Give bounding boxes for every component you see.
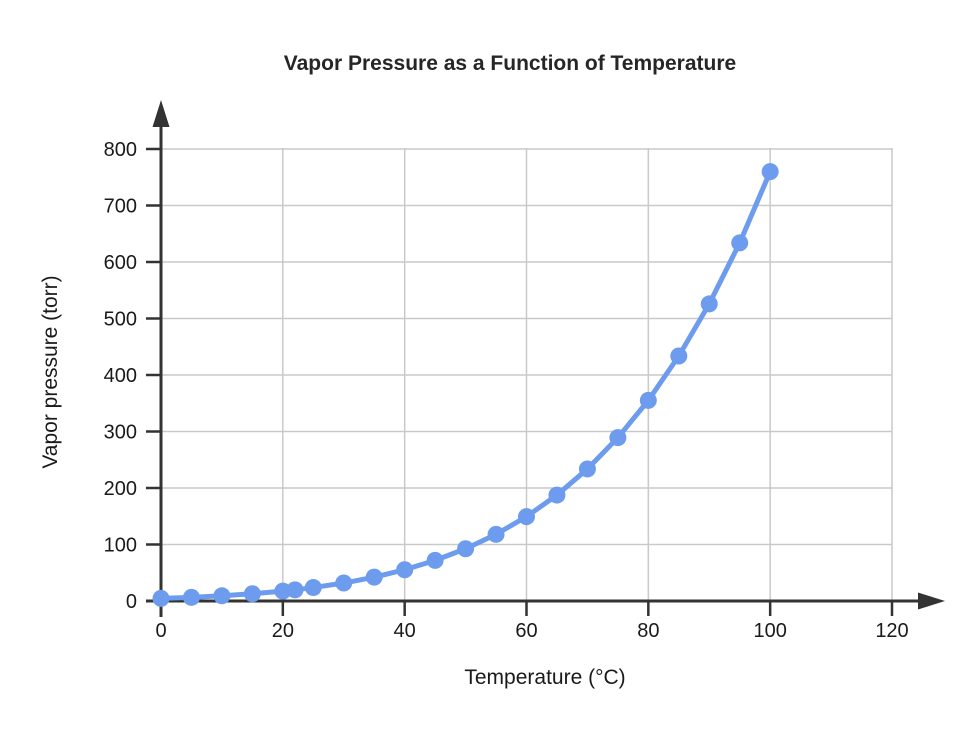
x-tick-label: 80 xyxy=(637,620,659,642)
x-tick-label: 120 xyxy=(875,620,908,642)
y-tick-label: 600 xyxy=(104,252,137,274)
data-point xyxy=(365,568,383,586)
data-point xyxy=(761,163,779,181)
data-point xyxy=(578,460,596,478)
data-point xyxy=(426,551,444,569)
data-series xyxy=(152,163,779,607)
y-tick-label: 500 xyxy=(104,309,137,331)
data-point xyxy=(548,486,566,504)
tick-labels: 0 20 40 60 80 100 120 0 100 200 300 400 500 600 700 800 xyxy=(104,139,909,642)
x-tick-label: 60 xyxy=(515,620,537,642)
data-point xyxy=(335,574,353,592)
data-point xyxy=(213,587,231,605)
data-point xyxy=(304,579,322,597)
chart-title: Vapor Pressure as a Function of Temperat… xyxy=(284,52,736,75)
data-point xyxy=(670,347,688,365)
data-point xyxy=(457,540,475,558)
tick-marks xyxy=(146,147,894,616)
y-axis-title: Vapor pressure (torr) xyxy=(39,275,62,468)
data-point xyxy=(639,391,657,409)
x-tick-label: 100 xyxy=(753,620,786,642)
gridlines xyxy=(161,148,893,601)
y-tick-label: 700 xyxy=(104,196,137,218)
y-tick-label: 100 xyxy=(104,535,137,557)
y-axis-arrowhead-icon xyxy=(152,100,170,127)
y-tick-label: 300 xyxy=(104,422,137,444)
x-tick-label: 20 xyxy=(272,620,294,642)
axes xyxy=(146,100,945,617)
data-point xyxy=(487,525,505,543)
x-tick-label: 0 xyxy=(155,620,166,642)
data-point xyxy=(396,561,414,579)
data-point xyxy=(243,585,261,603)
y-tick-label: 200 xyxy=(104,478,137,500)
data-point xyxy=(518,508,535,526)
series-line xyxy=(158,169,773,601)
data-point xyxy=(286,581,304,599)
y-tick-label: 0 xyxy=(126,591,137,613)
x-axis-arrowhead-icon xyxy=(918,592,945,610)
y-tick-label: 400 xyxy=(104,365,137,387)
data-point xyxy=(152,589,170,607)
y-tick-label: 800 xyxy=(104,139,137,161)
x-tick-label: 40 xyxy=(394,620,416,642)
data-point xyxy=(609,429,627,447)
data-point xyxy=(182,588,200,606)
data-point xyxy=(731,234,749,252)
data-point xyxy=(700,295,718,313)
x-axis-title: Temperature (°C) xyxy=(464,666,625,689)
